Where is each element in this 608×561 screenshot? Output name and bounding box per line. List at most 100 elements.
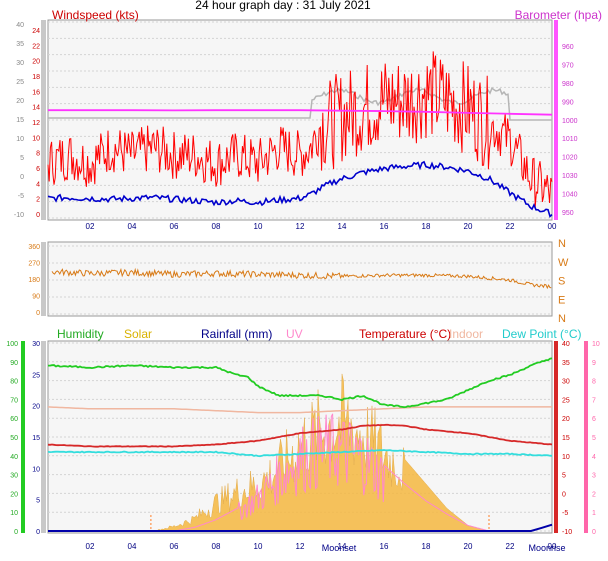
series-line-grey-trace (48, 86, 552, 121)
series-line-wind-direction (51, 267, 552, 290)
x-tick-label: 06 (170, 222, 179, 231)
barometer-tick: 980 (562, 81, 574, 88)
windspeed-panel: Windspeed (kts) Barometer (hpa) -10 -5 0 5 1… (14, 8, 602, 231)
direction-ticks: 0 90 180 270 360 (28, 244, 40, 317)
windspeed-series (47, 51, 553, 218)
humidity-tick: 70 (10, 397, 18, 404)
temperature-tick: -5 (562, 510, 568, 517)
rainfall-tick: 15 (32, 435, 40, 442)
page-title: 24 hour graph day : 31 July 2021 (195, 0, 371, 12)
barometer-ticks: 960 970 980 990 1000 1010 1020 1030 1040 950 (562, 44, 578, 217)
moonrise-label: Moonrise (528, 543, 565, 553)
humidity-tick: 80 (10, 379, 18, 386)
windspeed-red-tick: 0 (36, 212, 40, 219)
windspeed-grey-tick: 10 (16, 136, 24, 143)
windspeed-grey-tick: 30 (16, 60, 24, 67)
conditions-panel: Humidity Solar Rainfall (mm) UV Temperat… (6, 327, 600, 553)
temperature-ticks: -10 -5 0 5 10 15 20 25 30 35 40 (562, 341, 572, 536)
temperature-tick: 15 (562, 435, 570, 442)
uv-tick: 0 (592, 529, 596, 536)
x-tick-label: 18 (422, 542, 431, 551)
x-tick-label: 10 (254, 542, 263, 551)
temperature-axis-bar (554, 341, 558, 533)
x-tick-label: 04 (128, 222, 137, 231)
x-tick-label: 02 (86, 542, 95, 551)
uv-label: UV (286, 327, 303, 341)
windspeed-grey-tick: 25 (16, 79, 24, 86)
windspeed-red-tick: 18 (32, 74, 40, 81)
windspeed-red-tick: 2 (36, 197, 40, 204)
direction-plot-area (47, 241, 553, 317)
windspeed-grey-tick: 20 (16, 98, 24, 105)
uv-tick: 6 (592, 416, 596, 423)
windspeed-grey-tick: 0 (20, 174, 24, 181)
humidity-tick: 30 (10, 473, 18, 480)
x-tick-label: 16 (380, 222, 389, 231)
windspeed-red-tick: 16 (32, 89, 40, 96)
x-tick-label: 04 (128, 542, 137, 551)
windspeed-grey-tick: 5 (20, 155, 24, 162)
series-line-uv (173, 413, 489, 532)
series-line-indoor (47, 406, 552, 414)
uv-axis-bar (584, 341, 588, 533)
direction-tick: 270 (28, 261, 40, 268)
temperature-label: Temperature (°C) (359, 327, 451, 341)
direction-tick: 0 (36, 310, 40, 317)
uv-ticks: 0 1 2 3 4 5 6 7 8 9 10 (592, 341, 600, 536)
windspeed-gridlines (48, 21, 552, 219)
rainfall-tick: 5 (36, 498, 40, 505)
windspeed-red-tick: 8 (36, 151, 40, 158)
humidity-tick: 90 (10, 360, 18, 367)
windspeed-red-tick: 4 (36, 181, 40, 188)
x-tick-label: 16 (380, 542, 389, 551)
x-tick-label: 14 (338, 222, 347, 231)
x-tick-label: 10 (254, 222, 263, 231)
windspeed-red-tick: 14 (32, 105, 40, 112)
temperature-tick: 40 (562, 341, 570, 348)
compass-letter: S (558, 276, 565, 288)
compass-letter: W (558, 257, 569, 269)
windspeed-grey-tick: 40 (16, 22, 24, 29)
x-tick-label: 22 (506, 542, 515, 551)
humidity-tick: 50 (10, 435, 18, 442)
uv-tick: 2 (592, 491, 596, 498)
moonset-label: Moonset (322, 543, 357, 553)
temperature-tick: 30 (562, 379, 570, 386)
direction-series (51, 267, 552, 290)
barometer-tick: 950 (562, 210, 574, 217)
rainfall-ticks: 0 5 10 15 20 25 30 (32, 341, 40, 536)
uv-tick: 5 (592, 435, 596, 442)
solar-label: Solar (124, 327, 152, 341)
humidity-tick: 60 (10, 416, 18, 423)
barometer-tick: 960 (562, 44, 574, 51)
series-line-wind-gust (47, 51, 553, 207)
uv-tick: 1 (592, 510, 596, 517)
temperature-tick: 5 (562, 473, 566, 480)
direction-axis-bar (41, 242, 46, 316)
compass-letter: N (558, 313, 566, 325)
x-tick-label: 20 (464, 222, 473, 231)
x-tick-label: 00 (548, 222, 557, 231)
barometer-tick: 990 (562, 99, 574, 106)
humidity-tick: 10 (10, 510, 18, 517)
barometer-tick: 1040 (562, 192, 578, 199)
series-line-barometer (48, 109, 553, 116)
temperature-tick: 10 (562, 454, 570, 461)
compass-letter: E (558, 294, 565, 306)
left-axis-bar (41, 20, 46, 220)
x-tick-label: 00 (548, 542, 557, 551)
indoor-label: Indoor (449, 327, 483, 341)
uv-tick: 7 (592, 397, 596, 404)
windspeed-x-ticks: 02 04 06 08 10 12 14 16 18 20 22 00 (86, 222, 557, 231)
uv-tick: 9 (592, 360, 596, 367)
humidity-tick: 40 (10, 454, 18, 461)
humidity-tick: 0 (14, 529, 18, 536)
conditions-x-ticks: 02 04 06 08 10 12 14 16 18 20 22 00 (86, 542, 557, 551)
series-line-dew-point (47, 449, 553, 458)
barometer-tick: 1030 (562, 173, 578, 180)
barometer-tick: 1000 (562, 118, 578, 125)
rainfall-label: Rainfall (mm) (201, 327, 272, 341)
